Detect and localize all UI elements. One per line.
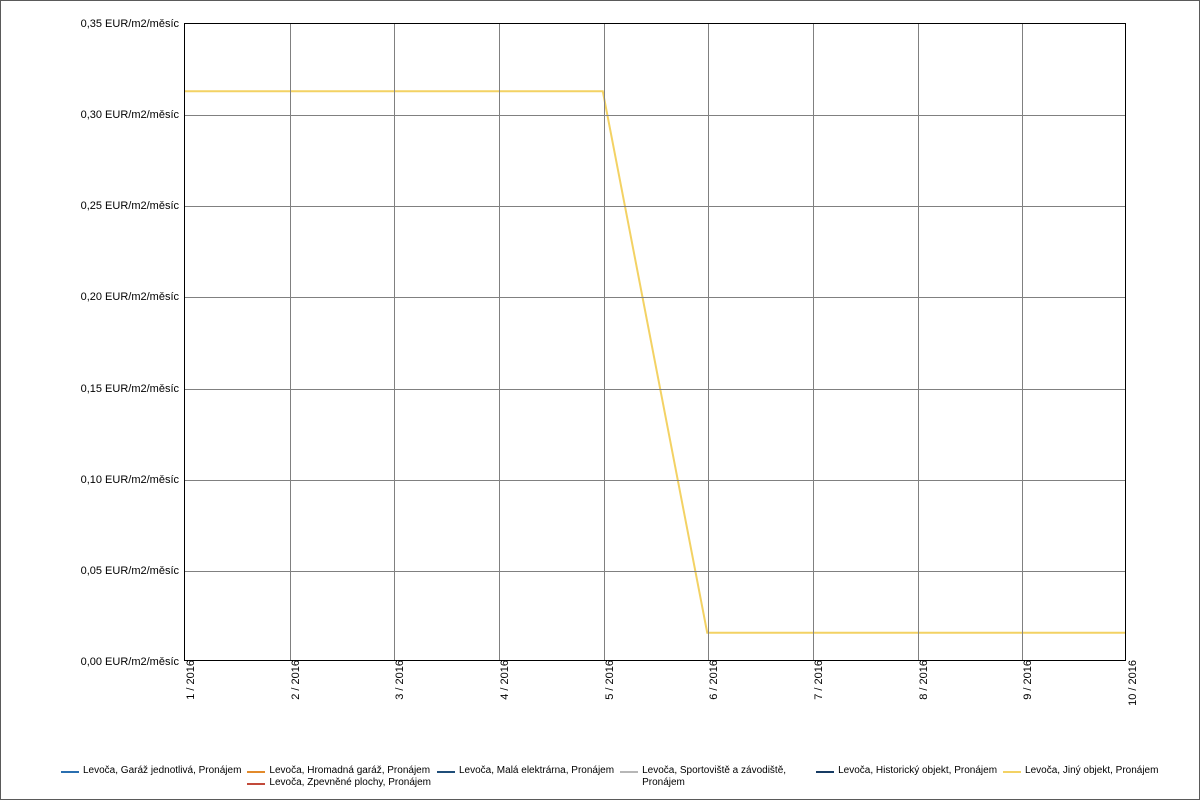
legend-column: Levoča, Historický objekt, Pronájem bbox=[816, 765, 997, 789]
x-axis-label: 6 / 2016 bbox=[704, 660, 720, 700]
x-axis-label: 4 / 2016 bbox=[495, 660, 511, 700]
legend-item: Levoča, Garáž jednotlivá, Pronájem bbox=[61, 765, 241, 777]
gridline-v bbox=[604, 24, 605, 660]
legend-item: Levoča, Zpevněné plochy, Pronájem bbox=[247, 777, 431, 789]
legend-label: Levoča, Sportoviště a závodiště, Pronáje… bbox=[642, 765, 810, 789]
legend-swatch bbox=[61, 771, 79, 773]
gridline-v bbox=[708, 24, 709, 660]
x-axis-label: 8 / 2016 bbox=[914, 660, 930, 700]
legend-column: Levoča, Sportoviště a závodiště, Pronáje… bbox=[620, 765, 810, 789]
legend-swatch bbox=[437, 771, 455, 773]
legend-label: Levoča, Hromadná garáž, Pronájem bbox=[269, 765, 430, 777]
y-axis-label: 0,30 EUR/m2/měsíc bbox=[81, 109, 185, 121]
gridline-v bbox=[394, 24, 395, 660]
legend-label: Levoča, Jiný objekt, Pronájem bbox=[1025, 765, 1158, 777]
y-axis-label: 0,35 EUR/m2/měsíc bbox=[81, 18, 185, 30]
legend-item: Levoča, Hromadná garáž, Pronájem bbox=[247, 765, 431, 777]
y-axis-label: 0,25 EUR/m2/měsíc bbox=[81, 200, 185, 212]
gridline-v bbox=[918, 24, 919, 660]
legend-label: Levoča, Zpevněné plochy, Pronájem bbox=[269, 777, 431, 789]
legend-swatch bbox=[247, 783, 265, 785]
y-axis-label: 0,00 EUR/m2/měsíc bbox=[81, 656, 185, 668]
y-axis-label: 0,10 EUR/m2/měsíc bbox=[81, 474, 185, 486]
gridline-v bbox=[499, 24, 500, 660]
gridline-h bbox=[185, 297, 1125, 298]
legend-item: Levoča, Historický objekt, Pronájem bbox=[816, 765, 997, 777]
series-lines bbox=[185, 24, 1125, 660]
y-axis-label: 0,20 EUR/m2/měsíc bbox=[81, 291, 185, 303]
y-axis-label: 0,15 EUR/m2/měsíc bbox=[81, 383, 185, 395]
legend-swatch bbox=[1003, 771, 1021, 773]
legend-item: Levoča, Malá elektrárna, Pronájem bbox=[437, 765, 614, 777]
x-axis-label: 2 / 2016 bbox=[286, 660, 302, 700]
y-axis-label: 0,05 EUR/m2/měsíc bbox=[81, 565, 185, 577]
legend-swatch bbox=[247, 771, 265, 773]
legend-item: Levoča, Sportoviště a závodiště, Pronáje… bbox=[620, 765, 810, 789]
x-axis-label: 3 / 2016 bbox=[390, 660, 406, 700]
x-axis-label: 1 / 2016 bbox=[181, 660, 197, 700]
chart-container: 0,00 EUR/m2/měsíc 0,05 EUR/m2/měsíc 0,10 E… bbox=[0, 0, 1200, 800]
legend-column: Levoča, Garáž jednotlivá, Pronájem bbox=[61, 765, 241, 789]
gridline-h bbox=[185, 480, 1125, 481]
gridline-v bbox=[1022, 24, 1023, 660]
gridline-v bbox=[290, 24, 291, 660]
series-line bbox=[185, 91, 1125, 633]
gridline-h bbox=[185, 115, 1125, 116]
x-axis-label: 9 / 2016 bbox=[1018, 660, 1034, 700]
legend-column: Levoča, Jiný objekt, Pronájem bbox=[1003, 765, 1158, 789]
legend-label: Levoča, Historický objekt, Pronájem bbox=[838, 765, 997, 777]
x-axis-label: 10 / 2016 bbox=[1123, 660, 1139, 706]
gridline-h bbox=[185, 571, 1125, 572]
gridline-h bbox=[185, 389, 1125, 390]
legend-column: Levoča, Malá elektrárna, Pronájem bbox=[437, 765, 614, 789]
legend-column: Levoča, Hromadná garáž, PronájemLevoča, … bbox=[247, 765, 431, 789]
gridline-h bbox=[185, 206, 1125, 207]
legend-label: Levoča, Malá elektrárna, Pronájem bbox=[459, 765, 614, 777]
legend-swatch bbox=[816, 771, 834, 773]
x-axis-label: 7 / 2016 bbox=[809, 660, 825, 700]
legend: Levoča, Garáž jednotlivá, Pronájem Levoča… bbox=[61, 765, 1179, 789]
gridline-v bbox=[813, 24, 814, 660]
x-axis-label: 5 / 2016 bbox=[600, 660, 616, 700]
legend-item: Levoča, Jiný objekt, Pronájem bbox=[1003, 765, 1158, 777]
legend-swatch bbox=[620, 771, 638, 773]
plot-area: 0,00 EUR/m2/měsíc0,05 EUR/m2/měsíc0,10 E… bbox=[184, 23, 1126, 661]
legend-label: Levoča, Garáž jednotlivá, Pronájem bbox=[83, 765, 241, 777]
